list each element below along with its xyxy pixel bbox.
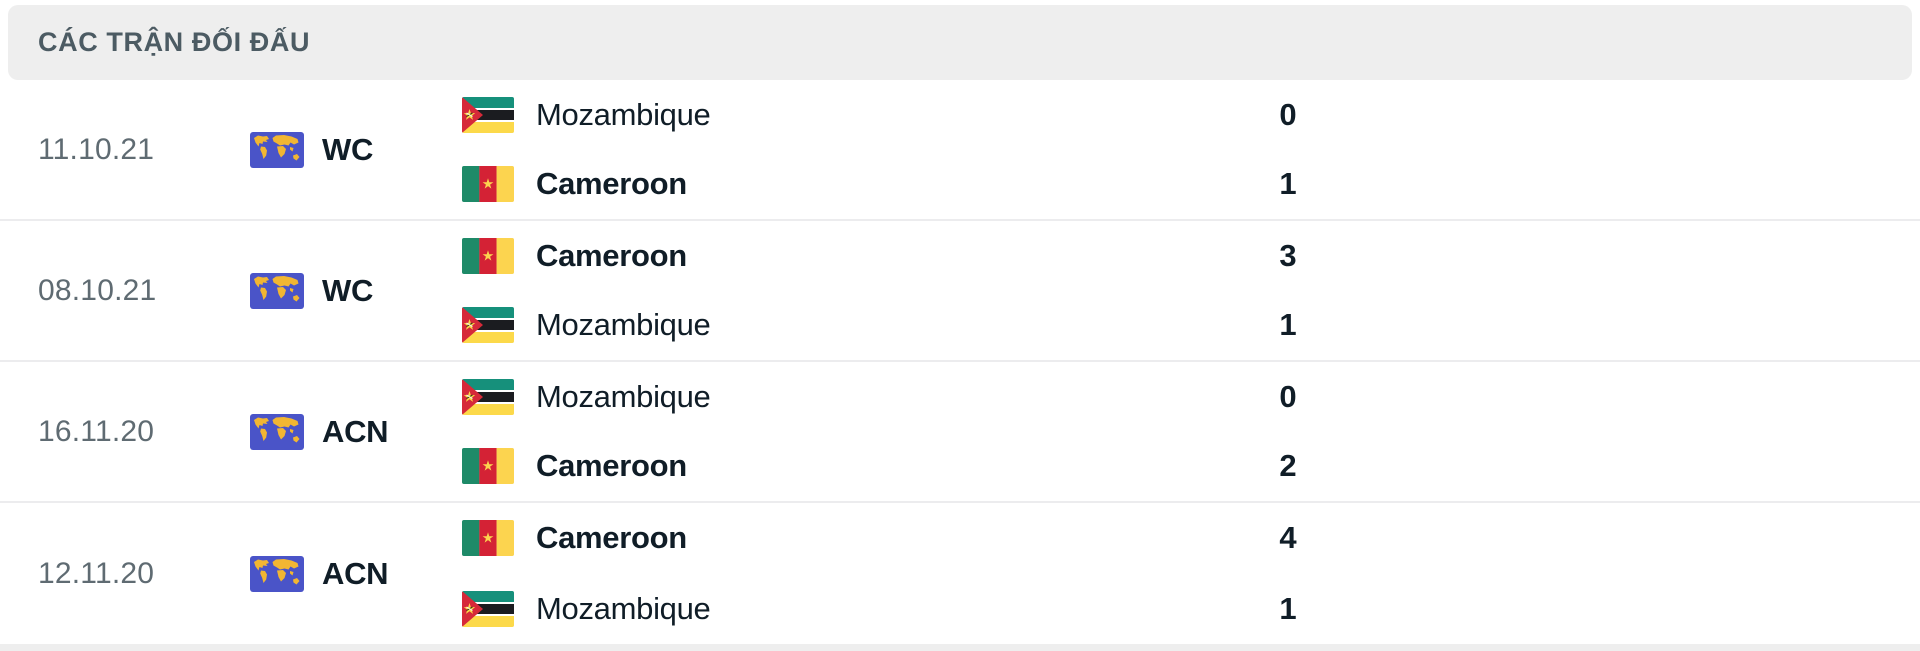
match-date: 08.10.21 [38, 273, 157, 307]
team-score: 1 [1279, 590, 1297, 626]
team-line: Cameroon 3 [462, 221, 1920, 291]
section-title: CÁC TRẬN ĐỐI ĐẤU [38, 27, 311, 57]
team-line: Mozambique 1 [462, 291, 1920, 361]
match-date: 12.11.20 [38, 556, 155, 590]
match-date: 11.10.21 [38, 132, 155, 166]
competition-code: ACN [322, 555, 389, 591]
team-line: Cameroon 2 [462, 432, 1920, 502]
competition: ACN [250, 503, 389, 644]
mozambique-flag-icon [462, 378, 514, 415]
team-score: 4 [1279, 520, 1297, 556]
matches-list: 11.10.21 WC Mozambique 0 Cameroon 1 08.1… [0, 80, 1920, 644]
world-map-icon [250, 555, 304, 592]
match-row[interactable]: 12.11.20 ACN Cameroon 4 Mozambique 1 [0, 503, 1920, 644]
competition-code: WC [322, 272, 374, 308]
world-map-icon [250, 131, 304, 168]
mozambique-flag-icon [462, 307, 514, 344]
team-name: Cameroon [536, 237, 687, 273]
match-row[interactable]: 16.11.20 ACN Mozambique 0 Cameroon 2 [0, 362, 1920, 503]
mozambique-flag-icon [462, 590, 514, 627]
match-row[interactable]: 11.10.21 WC Mozambique 0 Cameroon 1 [0, 80, 1920, 221]
cameroon-flag-icon [462, 166, 514, 203]
team-line: Cameroon 1 [462, 150, 1920, 220]
team-name: Mozambique [536, 96, 711, 132]
match-teams: Cameroon 3 Mozambique 1 [462, 221, 1920, 360]
team-name: Mozambique [536, 590, 711, 626]
competition: WC [250, 221, 373, 360]
team-line: Cameroon 4 [462, 503, 1920, 574]
match-teams: Mozambique 0 Cameroon 1 [462, 80, 1920, 219]
competition-code: ACN [322, 413, 389, 449]
team-score: 0 [1279, 96, 1297, 132]
world-map-icon [250, 413, 304, 450]
cameroon-flag-icon [462, 448, 514, 485]
team-name: Mozambique [536, 378, 711, 414]
competition: WC [250, 80, 373, 219]
next-section-edge [0, 644, 1920, 651]
team-score: 1 [1279, 166, 1297, 202]
team-score: 0 [1279, 378, 1297, 414]
mozambique-flag-icon [462, 96, 514, 133]
team-line: Mozambique 0 [462, 362, 1920, 432]
cameroon-flag-icon [462, 520, 514, 557]
team-score: 2 [1279, 448, 1297, 484]
match-teams: Cameroon 4 Mozambique 1 [462, 503, 1920, 644]
team-score: 3 [1279, 237, 1297, 273]
match-date: 16.11.20 [38, 414, 155, 448]
team-line: Mozambique 0 [462, 80, 1920, 150]
competition-code: WC [322, 131, 374, 167]
team-score: 1 [1279, 307, 1297, 343]
team-name: Cameroon [536, 520, 687, 556]
world-map-icon [250, 272, 304, 309]
match-row[interactable]: 08.10.21 WC Cameroon 3 Mozambique 1 [0, 221, 1920, 362]
cameroon-flag-icon [462, 237, 514, 274]
competition: ACN [250, 362, 389, 501]
team-name: Cameroon [536, 166, 687, 202]
team-name: Mozambique [536, 307, 711, 343]
match-teams: Mozambique 0 Cameroon 2 [462, 362, 1920, 501]
section-header: CÁC TRẬN ĐỐI ĐẤU [8, 5, 1912, 80]
team-name: Cameroon [536, 448, 687, 484]
team-line: Mozambique 1 [462, 574, 1920, 645]
